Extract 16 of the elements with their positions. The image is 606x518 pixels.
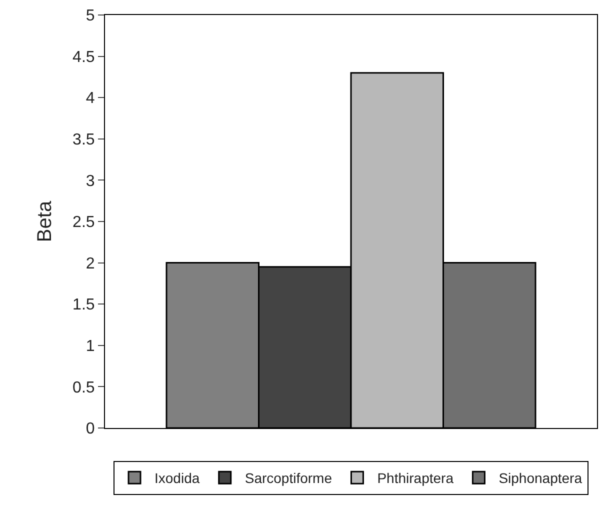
y-tick-label: 4	[86, 90, 95, 108]
y-tick-label: 0.5	[72, 379, 95, 396]
y-tick-label: 0	[86, 420, 95, 438]
legend-label: Siphonaptera	[498, 470, 582, 486]
y-tick-label: 5	[86, 8, 95, 25]
y-axis-title: Beta	[34, 200, 56, 242]
y-tick-label: 1	[86, 338, 95, 355]
y-tick-label: 1.5	[72, 296, 95, 314]
y-tick-label: 2.5	[72, 214, 95, 232]
legend-label: Sarcoptiforme	[244, 470, 332, 486]
y-tick-label: 2	[86, 255, 95, 272]
y-tick-label: 3.5	[72, 132, 95, 148]
legend-label: Phthiraptera	[377, 470, 454, 486]
legend-label: Ixodida	[154, 470, 200, 486]
y-tick-label: 4.5	[72, 48, 95, 66]
y-tick-label: 3	[86, 172, 95, 190]
